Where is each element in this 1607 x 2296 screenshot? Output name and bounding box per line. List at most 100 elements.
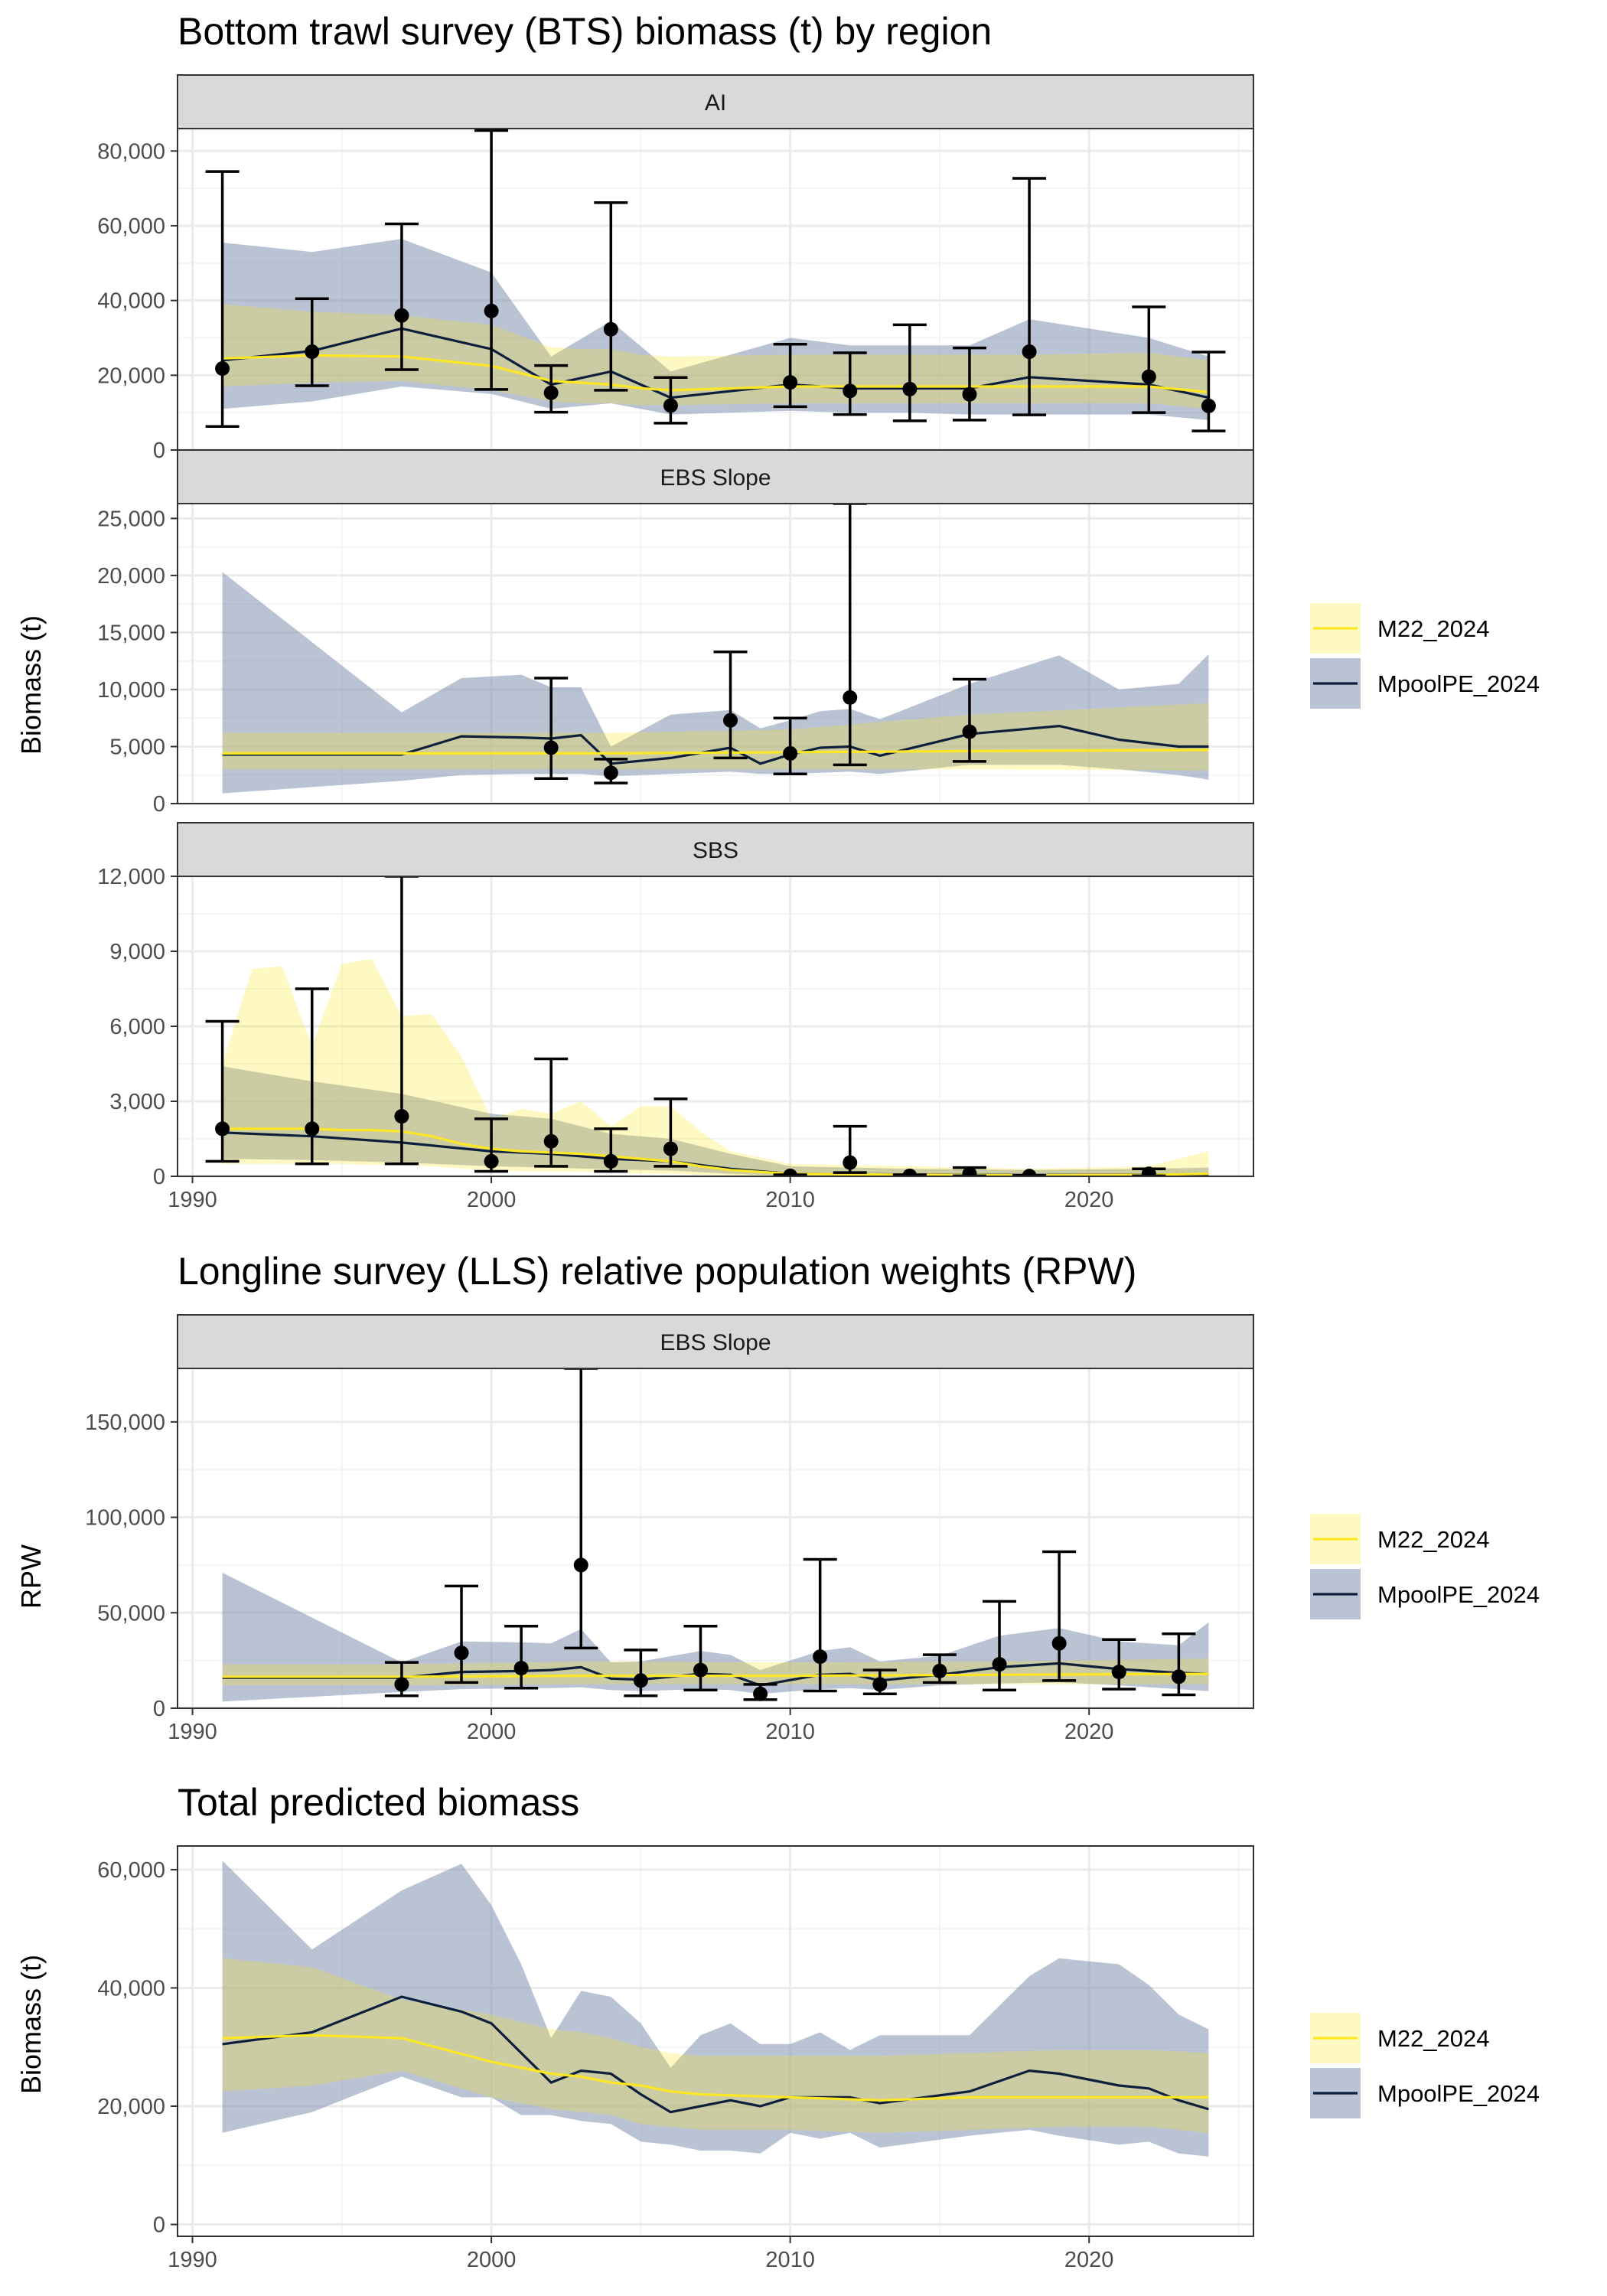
observation-2011 <box>803 1557 837 1693</box>
y-tick-label: 5,000 <box>109 735 165 759</box>
observation-2022 <box>1132 305 1166 414</box>
data-point <box>573 1557 588 1573</box>
x-tick-label: 2020 <box>1064 2248 1114 2272</box>
data-point <box>843 690 858 705</box>
ribbon-m22-2024 <box>222 1958 1209 2133</box>
y-tick-label: 0 <box>153 792 165 817</box>
strip-label: AI <box>705 90 726 116</box>
data-point <box>783 745 798 761</box>
observation-1997 <box>384 222 419 371</box>
legend-entry-m22-2024: M22_2024 <box>1310 2013 1490 2063</box>
data-point <box>902 381 918 396</box>
observation-2003 <box>564 1368 598 1650</box>
observation-2002 <box>534 677 569 780</box>
strip-background <box>177 449 1254 504</box>
y-axis-label: Biomass (t) <box>15 615 47 755</box>
data-point <box>454 1645 469 1661</box>
x-tick-label: 2010 <box>765 2248 815 2272</box>
data-point <box>1201 398 1216 413</box>
data-point <box>484 303 499 318</box>
line-mpoolpe-2024 <box>222 724 1209 765</box>
y-tick-label: 20,000 <box>97 564 165 589</box>
x-tick-label: 2020 <box>1064 1188 1114 1212</box>
x-tick-label: 2000 <box>467 1188 517 1212</box>
x-tick-label: 2020 <box>1064 1720 1114 1744</box>
data-point <box>962 724 977 739</box>
data-point <box>992 1657 1007 1672</box>
strip-background <box>177 822 1254 877</box>
data-point <box>484 1153 499 1169</box>
chart-total: Total predicted biomass Biomass (t) 0 20,… <box>15 1781 1540 2272</box>
x-tick-label: 2010 <box>765 1720 815 1744</box>
panel-ebs-slope: EBS Slope 0 50,000 100,000 150,000 1990 2000 20… <box>85 1314 1254 1744</box>
data-point <box>215 361 230 377</box>
y-tick-label: 10,000 <box>97 678 165 703</box>
ribbon-mpoolpe-2024 <box>222 1861 1209 2157</box>
data-point <box>603 321 618 337</box>
panel-total: 0 20,000 40,000 60,000 1990 2000 2010 2020 <box>97 1845 1254 2272</box>
line-m22-2024 <box>222 354 1209 393</box>
y-tick-label: 20,000 <box>97 2095 165 2119</box>
data-point <box>603 1153 618 1169</box>
x-tick-label: 1990 <box>168 2248 217 2272</box>
legend-entry-mpoolpe-2024: MpoolPE_2024 <box>1310 2068 1540 2118</box>
data-point <box>843 383 858 399</box>
strip-background <box>177 74 1254 129</box>
observation-2000 <box>474 1117 509 1173</box>
line-m22-2024 <box>222 1672 1209 1678</box>
ribbon-mpoolpe-2024 <box>222 1572 1209 1702</box>
y-tick-label: 20,000 <box>97 364 165 388</box>
observation-1994 <box>295 987 329 1166</box>
line-mpoolpe-2024 <box>222 327 1209 400</box>
observation-2010 <box>773 716 807 775</box>
data-point <box>394 1677 409 1692</box>
y-tick-label: 25,000 <box>97 507 165 531</box>
y-axis-label: Biomass (t) <box>15 1955 47 2094</box>
ribbon-mpoolpe-2024 <box>222 572 1209 794</box>
data-point <box>783 1168 798 1176</box>
legend-label: MpoolPE_2024 <box>1377 1581 1540 1608</box>
observation-2012 <box>833 504 867 767</box>
observation-2010 <box>773 343 807 409</box>
x-tick-label: 1990 <box>168 1188 217 1212</box>
plot-area <box>205 876 1209 1176</box>
data-point <box>394 308 409 323</box>
y-tick-label: 40,000 <box>97 1976 165 2001</box>
ribbon-m22-2024 <box>222 304 1209 409</box>
y-tick-label: 0 <box>153 439 165 463</box>
y-tick-label: 0 <box>153 2213 165 2238</box>
legend-label: M22_2024 <box>1377 1526 1490 1553</box>
panel-sbs: SBS 0 3,000 6,000 9,000 12,000 1990 2000 2010 202… <box>97 822 1254 1212</box>
observation-2014 <box>892 323 927 422</box>
observation-1994 <box>295 297 329 387</box>
observation-2016 <box>952 677 986 763</box>
legend: M22_2024 MpoolPE_2024 <box>1310 1514 1540 1619</box>
strip-label: SBS <box>693 838 738 863</box>
y-tick-label: 15,000 <box>97 621 165 645</box>
line-mpoolpe-2024 <box>222 1995 1209 2114</box>
plot-area <box>222 1861 1209 2157</box>
data-point <box>872 1677 888 1692</box>
chart-bts: Bottom trawl survey (BTS) biomass (t) by… <box>15 10 1540 1212</box>
data-point <box>394 1109 409 1124</box>
observation-2002 <box>534 364 569 414</box>
data-point <box>543 740 559 755</box>
panel-border <box>177 1368 1254 1709</box>
observation-2023 <box>1162 1632 1196 1697</box>
data-point <box>305 344 320 360</box>
observation-2004 <box>594 201 628 392</box>
observation-1997 <box>384 876 419 1166</box>
observation-2006 <box>654 376 688 425</box>
data-point <box>783 375 798 390</box>
data-point <box>543 1133 559 1149</box>
observation-2012 <box>833 1124 867 1174</box>
observation-2008 <box>713 651 748 760</box>
observation-2024 <box>1191 351 1226 432</box>
strip-label: EBS Slope <box>660 465 771 491</box>
y-tick-label: 60,000 <box>97 214 165 239</box>
data-point <box>693 1662 708 1678</box>
observation-2015 <box>922 1653 957 1684</box>
y-tick-label: 3,000 <box>109 1090 165 1114</box>
data-point <box>1111 1665 1126 1680</box>
